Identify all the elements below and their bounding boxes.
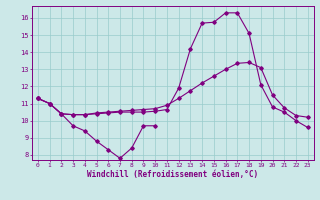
X-axis label: Windchill (Refroidissement éolien,°C): Windchill (Refroidissement éolien,°C) (87, 170, 258, 179)
